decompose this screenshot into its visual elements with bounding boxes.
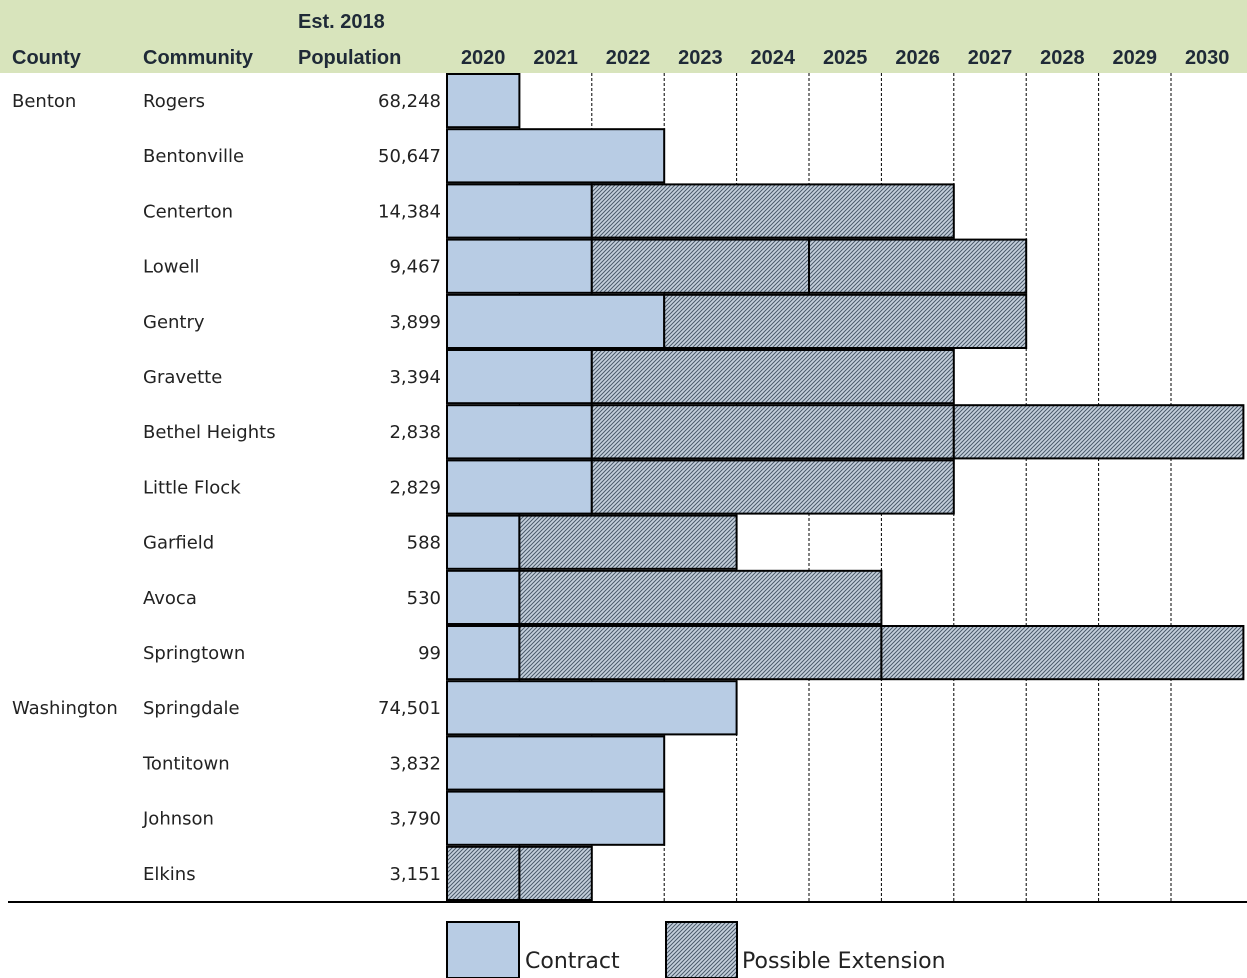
header-band — [0, 0, 1247, 73]
table-row: Garfield 588 — [143, 514, 738, 570]
year-header-2024: 2024 — [751, 47, 796, 69]
extension-bar — [590, 459, 955, 515]
header-population-line1: Est. 2018 — [298, 11, 385, 33]
population-cell: 3,832 — [389, 753, 441, 774]
community-cell: Gentry — [143, 312, 205, 333]
contract-bar — [446, 238, 593, 294]
contract-bar — [446, 625, 521, 681]
contract-bar — [446, 680, 738, 736]
community-cell: Bentonville — [143, 146, 244, 167]
community-cell: Lowell — [143, 257, 200, 278]
extension-bar — [590, 404, 955, 460]
extension-bar — [446, 845, 521, 901]
extension-bar — [590, 238, 810, 294]
population-cell: 588 — [407, 533, 441, 554]
population-cell: 3,899 — [389, 312, 441, 333]
table-row: Springtown 99 — [143, 625, 1245, 681]
year-header-2028: 2028 — [1040, 47, 1085, 69]
header-community: Community — [143, 47, 254, 69]
year-header-2025: 2025 — [823, 47, 868, 69]
table-row: Benton Rogers 68,248 — [12, 73, 521, 129]
population-cell: 2,829 — [389, 477, 441, 498]
table-row: Johnson 3,790 — [142, 790, 666, 846]
extension-bar — [518, 569, 883, 625]
extension-bar — [518, 625, 883, 681]
legend-extension-swatch — [665, 921, 738, 978]
population-cell: 530 — [407, 588, 441, 609]
population-cell: 68,248 — [378, 91, 441, 112]
table-rows: Benton Rogers 68,248 Bentonville 50,647 Cente… — [12, 73, 1245, 901]
community-cell: Tontitown — [142, 753, 230, 774]
contract-bar — [446, 735, 666, 791]
year-header-2020: 2020 — [461, 47, 506, 69]
legend-extension-label: Possible Extension — [742, 949, 946, 974]
community-cell: Little Flock — [143, 477, 241, 498]
contract-bar — [446, 293, 666, 349]
year-header-2023: 2023 — [678, 47, 723, 69]
contract-bar — [446, 790, 666, 846]
table-row: Washington Springdale 74,501 — [12, 680, 738, 736]
population-cell: 3,151 — [389, 864, 441, 885]
population-cell: 9,467 — [389, 257, 441, 278]
year-headers: 2020 2021 2022 2023 2024 2025 2026 2027 2028 2029… — [461, 47, 1229, 69]
legend: Contract Possible Extension — [446, 921, 946, 978]
community-cell: Centerton — [143, 201, 233, 222]
contract-bar — [446, 514, 521, 570]
table-row: Little Flock 2,829 — [143, 459, 955, 515]
year-header-2021: 2021 — [533, 47, 578, 69]
year-header-2022: 2022 — [606, 47, 651, 69]
population-cell: 2,838 — [389, 422, 441, 443]
table-row: Gentry 3,899 — [143, 293, 1028, 349]
extension-bar — [952, 404, 1245, 460]
community-cell: Avoca — [143, 588, 197, 609]
contract-bar — [446, 569, 521, 625]
population-cell: 99 — [418, 643, 441, 664]
community-cell: Gravette — [143, 367, 222, 388]
table-row: Gravette 3,394 — [143, 349, 955, 405]
table-row: Bentonville 50,647 — [143, 128, 666, 184]
extension-bar — [808, 238, 1028, 294]
population-cell: 50,647 — [378, 146, 441, 167]
community-cell: Elkins — [143, 864, 196, 885]
population-cell: 3,790 — [389, 809, 441, 830]
community-cell: Springtown — [143, 643, 245, 664]
county-cell: Benton — [12, 91, 76, 112]
contract-bar — [446, 183, 593, 239]
contract-bar — [446, 128, 666, 184]
community-cell: Springdale — [143, 698, 240, 719]
table-row: Elkins 3,151 — [143, 845, 593, 901]
table-row: Centerton 14,384 — [143, 183, 955, 239]
community-cell: Rogers — [143, 91, 205, 112]
contract-bar — [446, 73, 521, 129]
contract-bar — [446, 459, 593, 515]
extension-bar — [590, 183, 955, 239]
extension-bar — [663, 293, 1028, 349]
extension-bar — [518, 845, 593, 901]
extension-bar — [518, 514, 738, 570]
table-row: Bethel Heights 2,838 — [143, 404, 1245, 460]
year-header-2029: 2029 — [1113, 47, 1158, 69]
legend-contract-swatch — [446, 921, 520, 978]
extension-bar — [880, 625, 1245, 681]
year-header-2026: 2026 — [895, 47, 940, 69]
population-cell: 14,384 — [378, 201, 441, 222]
community-cell: Garfield — [143, 533, 214, 554]
header-county: County — [12, 47, 82, 69]
contract-bar — [446, 349, 593, 405]
community-cell: Bethel Heights — [143, 422, 276, 443]
year-header-2030: 2030 — [1185, 47, 1230, 69]
table-row: Tontitown 3,832 — [142, 735, 666, 791]
table-row: Avoca 530 — [143, 569, 883, 625]
population-cell: 74,501 — [378, 698, 441, 719]
header-population-line2: Population — [298, 47, 401, 69]
table-row: Lowell 9,467 — [143, 238, 1028, 294]
extension-bar — [590, 349, 955, 405]
contract-bar — [446, 404, 593, 460]
year-header-2027: 2027 — [968, 47, 1013, 69]
population-cell: 3,394 — [389, 367, 441, 388]
county-cell: Washington — [12, 698, 118, 719]
legend-contract-label: Contract — [525, 949, 620, 974]
community-cell: Johnson — [142, 809, 214, 830]
